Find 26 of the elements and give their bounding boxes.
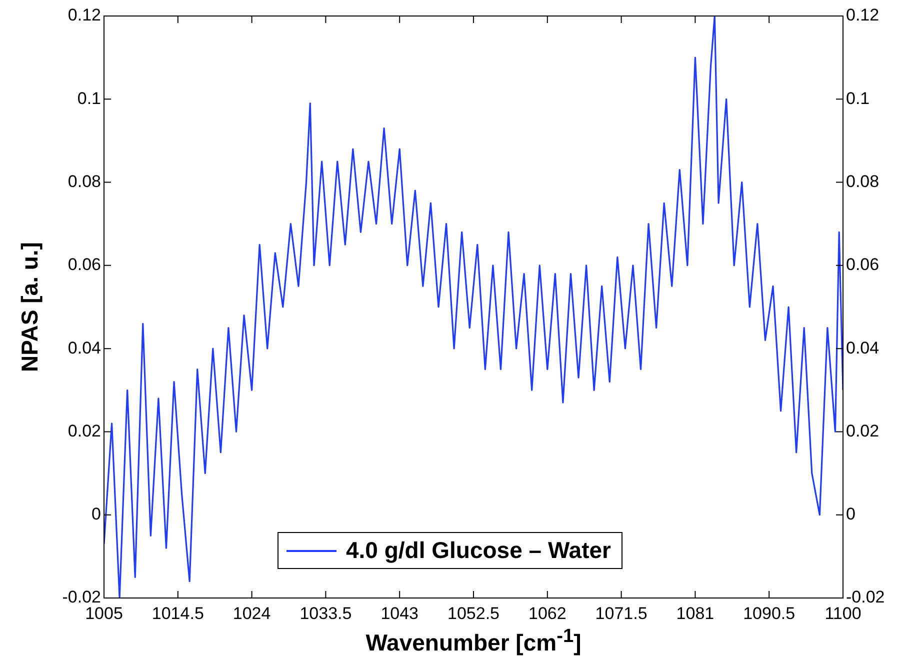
x-tick-label: 1052.5 — [448, 604, 500, 623]
y-tick-label: 0.08 — [68, 172, 101, 191]
x-tick-label: 1090.5 — [743, 604, 796, 623]
x-tick-label: 1062 — [528, 604, 566, 623]
y-tick-label: 0.1 — [77, 88, 101, 108]
x-tick-label: 1071.5 — [595, 604, 648, 623]
x-tick-label: 1043 — [380, 604, 419, 623]
y-tick-label: 0.06 — [68, 255, 101, 274]
x-tick-label: 1033.5 — [300, 604, 352, 623]
x-tick-label: 1024 — [232, 604, 271, 623]
x-tick-label: 1014.5 — [152, 604, 204, 623]
y-axis-title: NPAS [a. u.] — [16, 242, 44, 372]
y2-tick-label: 0.1 — [846, 88, 870, 108]
y2-tick-label: 0.06 — [846, 255, 880, 274]
y-tick-label: 0.02 — [68, 421, 101, 440]
legend-label: 4.0 g/dl Glucose – Water — [346, 537, 612, 564]
y-tick-label: 0 — [92, 504, 101, 524]
y2-tick-label: 0.04 — [846, 338, 880, 358]
x-tick-label: 1081 — [676, 604, 714, 623]
x-axis-title: Wavenumber [cm$^{-1}$] — [364, 626, 582, 657]
y2-tick-label: 0.02 — [846, 421, 880, 440]
y2-tick-label: 0.08 — [846, 172, 880, 191]
y2-tick-label: 0.12 — [846, 6, 880, 25]
y2-tick-label: 0 — [846, 504, 856, 524]
y-tick-label: 0.12 — [68, 6, 101, 25]
y-tick-label: 0.04 — [68, 338, 101, 358]
